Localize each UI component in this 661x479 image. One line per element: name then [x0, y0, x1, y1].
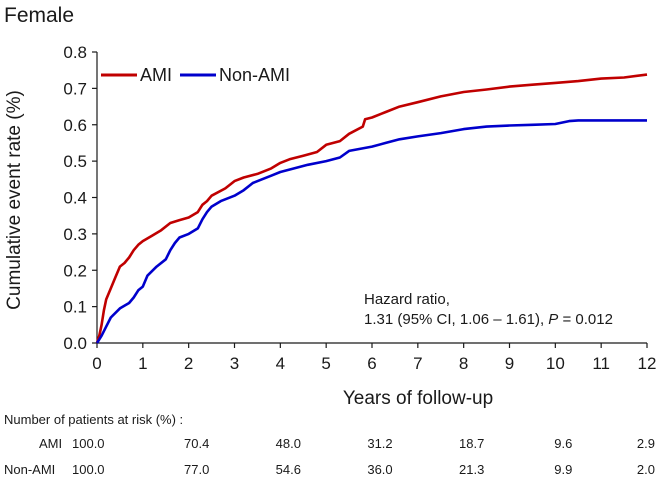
- y-tick-label: 0.0: [63, 334, 87, 353]
- risk-cell: 9.9: [554, 462, 572, 477]
- x-tick-label: 2: [184, 354, 193, 373]
- y-tick-label: 0.6: [63, 116, 87, 135]
- x-tick-label: 3: [230, 354, 239, 373]
- x-tick-label: 4: [276, 354, 285, 373]
- p-label: P: [548, 311, 558, 328]
- risk-cell: 2.0: [637, 462, 655, 477]
- risk-row-label: AMI: [39, 436, 62, 451]
- risk-cell: 36.0: [367, 462, 392, 477]
- x-tick-label: 8: [459, 354, 468, 373]
- curve-ami: [95, 73, 648, 344]
- legend-label-ami: AMI: [140, 65, 172, 85]
- risk-table: AMI 100.0 70.4 48.0 31.2 18.7 9.6 2.9 Non-AMI 100…: [4, 436, 655, 477]
- x-tick-label: 1: [138, 354, 147, 373]
- y-tick-label: 0.3: [63, 225, 87, 244]
- y-axis-ticks: 0.0 0.1 0.2 0.3 0.4 0.5 0.6 0.7 0.8: [63, 43, 97, 353]
- x-tick-label: 11: [592, 354, 610, 373]
- y-tick-label: 0.5: [63, 152, 87, 171]
- risk-cell: 70.4: [184, 436, 209, 451]
- hazard-ratio-ci: 1.31 (95% CI, 1.06 – 1.61),: [364, 311, 544, 328]
- hazard-ratio-line1: Hazard ratio,: [364, 291, 450, 308]
- hazard-ratio-annotation: Hazard ratio, 1.31 (95% CI, 1.06 – 1.61)…: [364, 291, 613, 328]
- legend: AMI Non-AMI: [101, 65, 290, 85]
- risk-cell: 2.9: [637, 436, 655, 451]
- x-tick-label: 5: [321, 354, 330, 373]
- risk-cell: 31.2: [367, 436, 392, 451]
- legend-label-non-ami: Non-AMI: [219, 65, 290, 85]
- risk-cell: 54.6: [276, 462, 301, 477]
- y-tick-label: 0.8: [63, 43, 87, 62]
- panel-title: Female: [4, 4, 74, 27]
- x-tick-label: 6: [367, 354, 376, 373]
- x-tick-label: 10: [546, 354, 565, 373]
- risk-cell: 48.0: [276, 436, 301, 451]
- x-tick-label: 9: [505, 354, 514, 373]
- risk-cell: 21.3: [459, 462, 484, 477]
- x-axis-ticks: 0 1 2 3 4 5 6 7 8 9 10 11 12: [92, 343, 656, 373]
- x-tick-label: 7: [413, 354, 422, 373]
- p-value: = 0.012: [562, 311, 612, 328]
- survival-curves: [95, 73, 648, 344]
- risk-row-label: Non-AMI: [4, 462, 55, 477]
- risk-cell: 100.0: [72, 436, 105, 451]
- y-tick-label: 0.2: [63, 261, 87, 280]
- hazard-ratio-line2: 1.31 (95% CI, 1.06 – 1.61), P = 0.012: [364, 311, 613, 328]
- curve-non-ami: [95, 119, 647, 344]
- x-tick-label: 0: [92, 354, 101, 373]
- y-tick-label: 0.4: [63, 189, 87, 208]
- x-axis-title: Years of follow-up: [343, 388, 493, 409]
- risk-cell: 100.0: [72, 462, 105, 477]
- risk-cell: 18.7: [459, 436, 484, 451]
- risk-cell: 77.0: [184, 462, 209, 477]
- y-tick-label: 0.7: [63, 79, 87, 98]
- x-tick-label: 12: [638, 354, 657, 373]
- y-axis-title: Cumulative event rate (%): [4, 90, 25, 310]
- risk-cell: 9.6: [554, 436, 572, 451]
- risk-table-title: Number of patients at risk (%) :: [4, 412, 183, 427]
- y-tick-label: 0.1: [63, 298, 87, 317]
